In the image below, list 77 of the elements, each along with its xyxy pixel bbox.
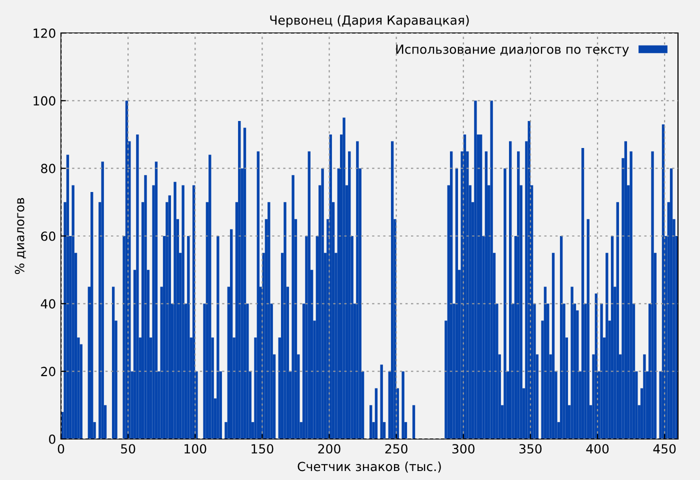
bar (356, 141, 359, 439)
bar (479, 134, 482, 439)
x-tick-label: 250 (385, 444, 408, 454)
bar (144, 175, 147, 439)
y-tick-label: 0 (49, 434, 56, 444)
x-tick-label: 450 (653, 444, 676, 454)
y-tick-label: 100 (34, 96, 56, 106)
bar (581, 148, 584, 439)
x-tick-label: 350 (519, 444, 542, 454)
bar (402, 371, 404, 439)
bar (544, 286, 547, 439)
y-tick-label: 40 (40, 299, 56, 309)
bar (101, 162, 104, 439)
bar (136, 134, 139, 439)
bar (292, 175, 294, 439)
chart-title: Червонец (Дария Каравацкая) (270, 15, 469, 28)
x-tick-label: 200 (318, 444, 340, 454)
bar (308, 151, 310, 439)
bar (616, 202, 619, 439)
bar (450, 151, 453, 439)
y-tick-label: 80 (41, 164, 56, 174)
bar (670, 168, 673, 439)
bar (484, 151, 488, 439)
x-tick-label: 300 (452, 444, 474, 454)
x-tick-label: 100 (184, 444, 206, 454)
x-axis-title: Счетчик знаков (тыс.) (298, 462, 441, 473)
bar (342, 118, 346, 439)
bar (600, 304, 603, 439)
bar (624, 141, 628, 439)
bar (243, 128, 246, 439)
bar (517, 151, 520, 439)
bar (370, 405, 372, 439)
legend-label: Использование диалогов по тексту (396, 44, 629, 56)
bar (168, 195, 171, 439)
bar (374, 388, 378, 439)
bar (651, 151, 654, 439)
x-tick-label: 50 (121, 444, 136, 454)
bar (208, 154, 212, 439)
bar (112, 286, 115, 439)
bar (154, 162, 158, 439)
y-tick-label: 60 (41, 231, 56, 241)
y-axis-title: % диалогов (14, 198, 26, 274)
x-tick-label: 150 (252, 444, 274, 454)
bar (504, 168, 506, 439)
bar (380, 364, 383, 439)
y-tick-label: 120 (34, 28, 56, 38)
bar (174, 182, 176, 439)
bar (230, 229, 233, 439)
bar (552, 252, 555, 439)
bar (586, 219, 590, 439)
bar (455, 168, 458, 439)
bar (474, 100, 477, 439)
bar (66, 154, 70, 439)
bar (348, 151, 351, 439)
bar (216, 236, 220, 439)
x-tick-label: 0 (58, 444, 64, 454)
bar (238, 120, 241, 439)
bar (72, 185, 74, 439)
bar (508, 141, 512, 439)
bar (490, 100, 493, 439)
bar (630, 151, 632, 439)
bar (560, 236, 563, 439)
bar (643, 354, 646, 439)
bar (321, 168, 324, 439)
bar (412, 405, 416, 439)
bar (182, 185, 184, 439)
bar (187, 236, 190, 439)
x-tick-label: 400 (586, 444, 609, 454)
bar (606, 252, 608, 439)
bar (610, 236, 614, 439)
bar (390, 141, 394, 439)
bar (570, 286, 574, 439)
bar (268, 202, 270, 439)
y-tick-label: 20 (41, 366, 56, 376)
bar (284, 202, 286, 439)
bar (90, 192, 94, 439)
bar (256, 151, 260, 439)
